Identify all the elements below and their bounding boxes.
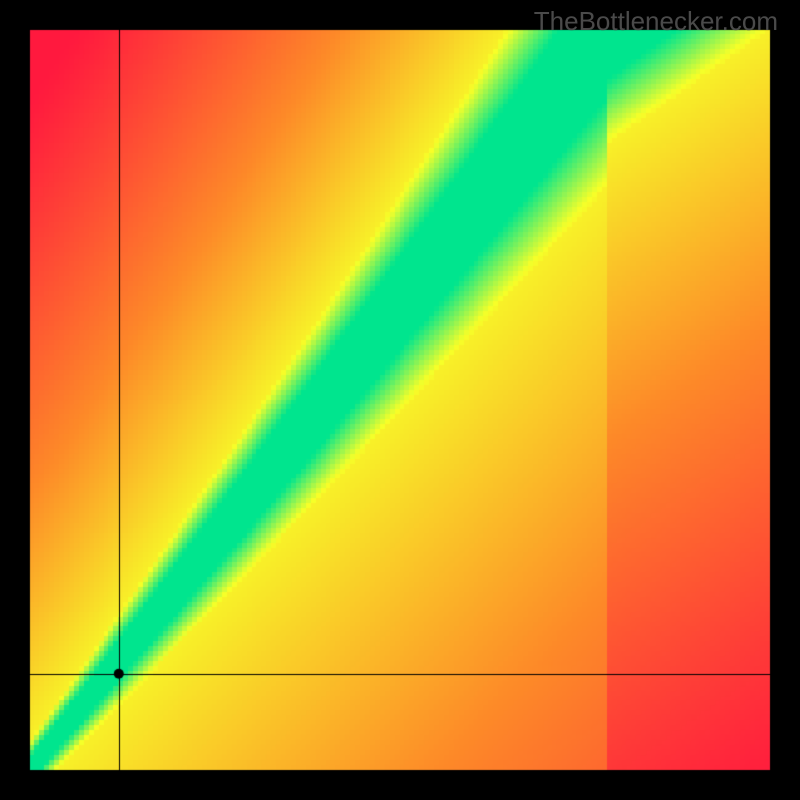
watermark-text: TheBottlenecker.com <box>534 6 778 37</box>
bottleneck-heatmap <box>0 0 800 800</box>
chart-container: TheBottlenecker.com <box>0 0 800 800</box>
